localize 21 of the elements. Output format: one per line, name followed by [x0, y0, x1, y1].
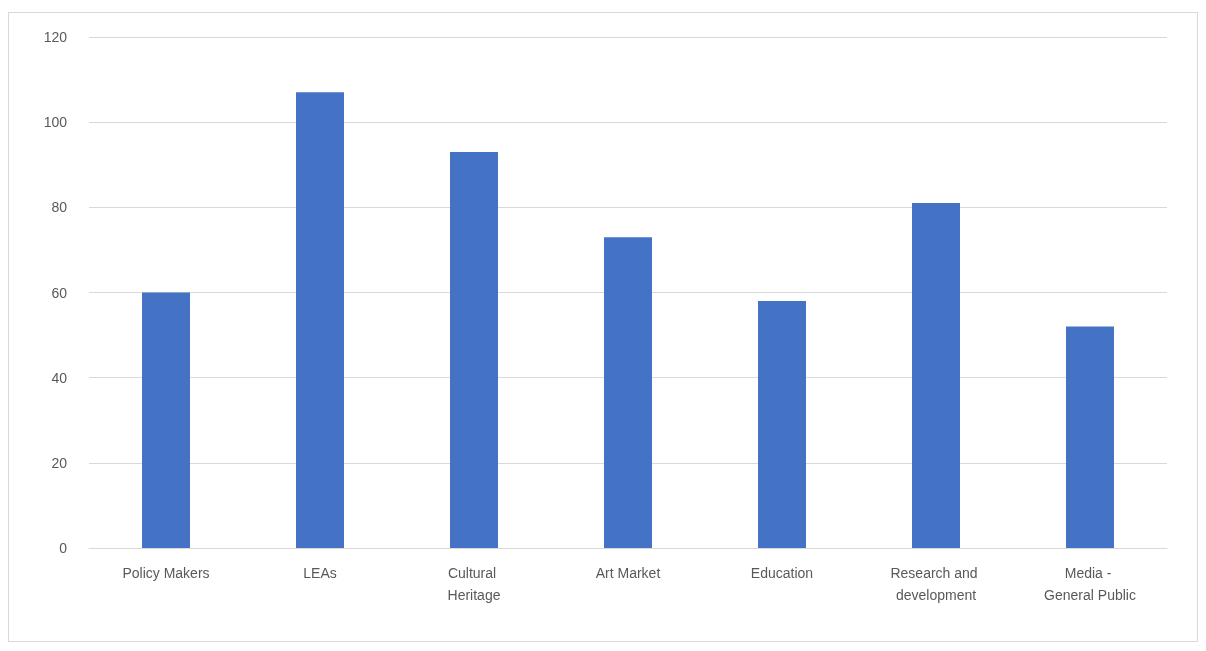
x-tick-label: Art Market [595, 565, 661, 581]
y-tick-label: 0 [59, 540, 68, 556]
x-tick-label: LEAs [303, 565, 337, 581]
bar [758, 301, 806, 548]
x-tick-label: Policy Makers [122, 565, 210, 581]
bar [450, 151, 498, 548]
bar [912, 203, 960, 548]
bar [296, 92, 344, 548]
y-tick-label: 20 [51, 454, 68, 471]
bar [1066, 326, 1114, 548]
y-tick-label: 100 [43, 114, 68, 131]
x-tick-label: Media - General Public [1044, 565, 1136, 603]
x-tick-label: Education [750, 565, 814, 581]
x-tick-label: Research and development [890, 565, 982, 603]
y-tick-label: 120 [43, 29, 68, 45]
x-tick-label: Cultural Heritage [447, 565, 501, 603]
bar [604, 237, 652, 548]
bar [142, 292, 190, 548]
y-tick-label: 60 [51, 284, 68, 301]
y-tick-label: 40 [51, 369, 68, 386]
y-tick-label: 80 [51, 199, 68, 216]
